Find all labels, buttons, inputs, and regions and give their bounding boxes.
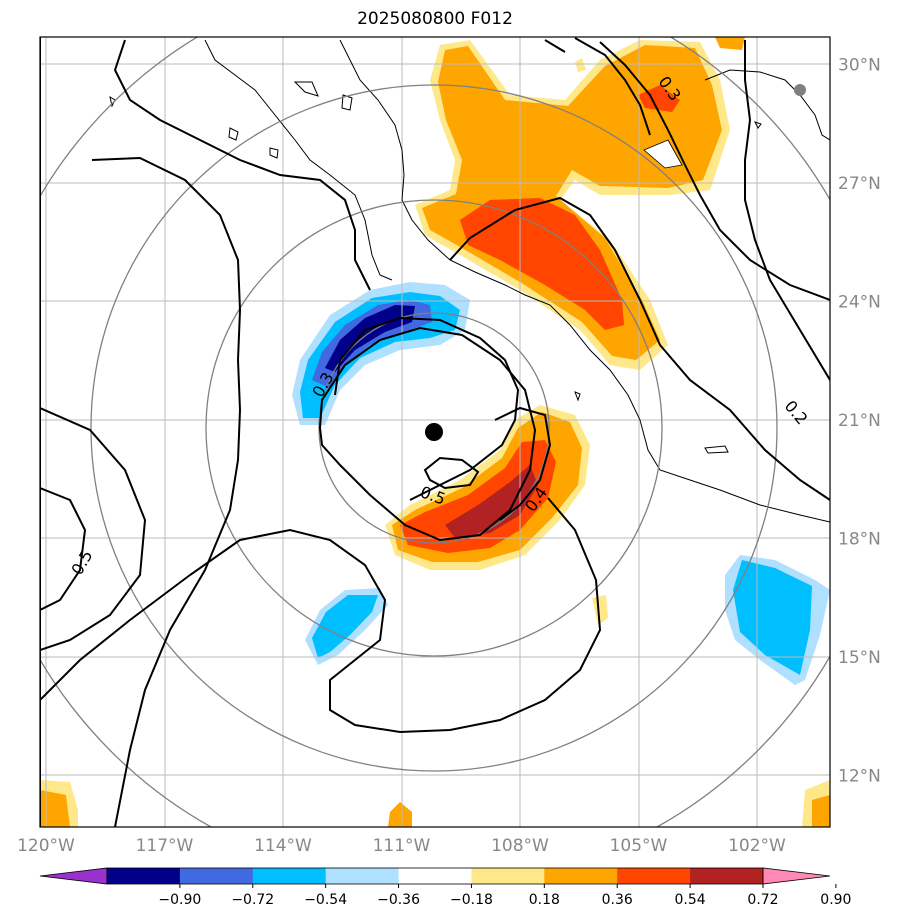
colorbar-segment-3 [325, 868, 400, 884]
colorbar-label-7: 0.54 [675, 892, 706, 908]
colorbar-label-1: −0.72 [231, 892, 274, 908]
lat-label-6: 12°N [838, 767, 881, 787]
colorbar-extend-high [762, 867, 831, 885]
colorbar-segment-6 [544, 868, 618, 884]
positive-fill-sw-corner-2 [40, 790, 70, 827]
lat-label-2: 24°N [838, 293, 881, 313]
colorbar-segment-1 [179, 868, 254, 884]
positive-fill-small-s [592, 595, 608, 625]
negative-fill-east-cyan [733, 560, 812, 675]
lon-label-4: 108°W [491, 836, 549, 856]
lat-label-0: 30°N [838, 56, 881, 76]
colorbar-segment-0 [107, 868, 181, 884]
fill-hole-white [643, 139, 683, 169]
negative-fill-south-cyan [312, 595, 378, 658]
map-area [40, 37, 830, 827]
anomaly-fill-layer [40, 37, 830, 827]
lon-label-2: 114°W [254, 836, 312, 856]
colorbar-frame [106, 867, 764, 885]
colorbar: −0.90 −0.72 −0.54 −0.36 −0.18 0.18 0.36 0.54 0.7… [39, 867, 851, 908]
colorbar-extend-low [39, 867, 108, 885]
colorbar-label-3: −0.36 [377, 892, 420, 908]
colorbar-label-0: −0.90 [158, 892, 201, 908]
colorbar-segment-8 [690, 868, 764, 884]
colorbar-segment-4 [398, 868, 472, 884]
colorbar-label-4: −0.18 [450, 892, 493, 908]
lat-label-4: 18°N [838, 530, 881, 550]
lon-label-0: 120°W [17, 836, 75, 856]
contour-lines [40, 37, 830, 827]
colorbar-label-8: 0.72 [747, 892, 778, 908]
latitude-labels: 30°N 27°N 24°N 21°N 18°N 15°N 12°N [838, 56, 881, 787]
positive-fill-se-corner-2 [812, 795, 830, 827]
storm-center-marker [425, 423, 443, 441]
city-marker [794, 84, 806, 96]
lon-label-1: 117°W [136, 836, 194, 856]
colorbar-segment-5 [471, 868, 545, 884]
colorbar-label-9: 0.90 [820, 892, 851, 908]
positive-fill-north-red [460, 198, 624, 330]
colorbar-label-5: 0.18 [529, 892, 560, 908]
colorbar-label-6: 0.36 [602, 892, 633, 908]
positive-fill-corner-ne [715, 37, 745, 50]
negative-fill-darkblue [325, 305, 415, 372]
coastline [109, 39, 830, 523]
colorbar-label-2: −0.54 [304, 892, 347, 908]
lat-label-5: 15°N [838, 648, 881, 668]
lat-label-1: 27°N [838, 174, 881, 194]
colorbar-segment-2 [252, 868, 327, 884]
lon-label-5: 105°W [610, 836, 668, 856]
lon-label-3: 111°W [373, 836, 431, 856]
positive-fill-small-n [575, 58, 586, 72]
positive-fill-south-red [400, 440, 556, 553]
map-frame [39, 36, 831, 828]
lat-label-3: 21°N [838, 411, 881, 431]
colorbar-segment-7 [617, 868, 691, 884]
positive-fill-south-darkred [445, 465, 538, 538]
map-title: 2025080800 F012 [357, 9, 513, 29]
longitude-labels: 120°W 117°W 114°W 111°W 108°W 105°W 102°W [17, 836, 786, 856]
positive-fill-s-edge [388, 802, 412, 827]
lon-label-6: 102°W [728, 836, 786, 856]
